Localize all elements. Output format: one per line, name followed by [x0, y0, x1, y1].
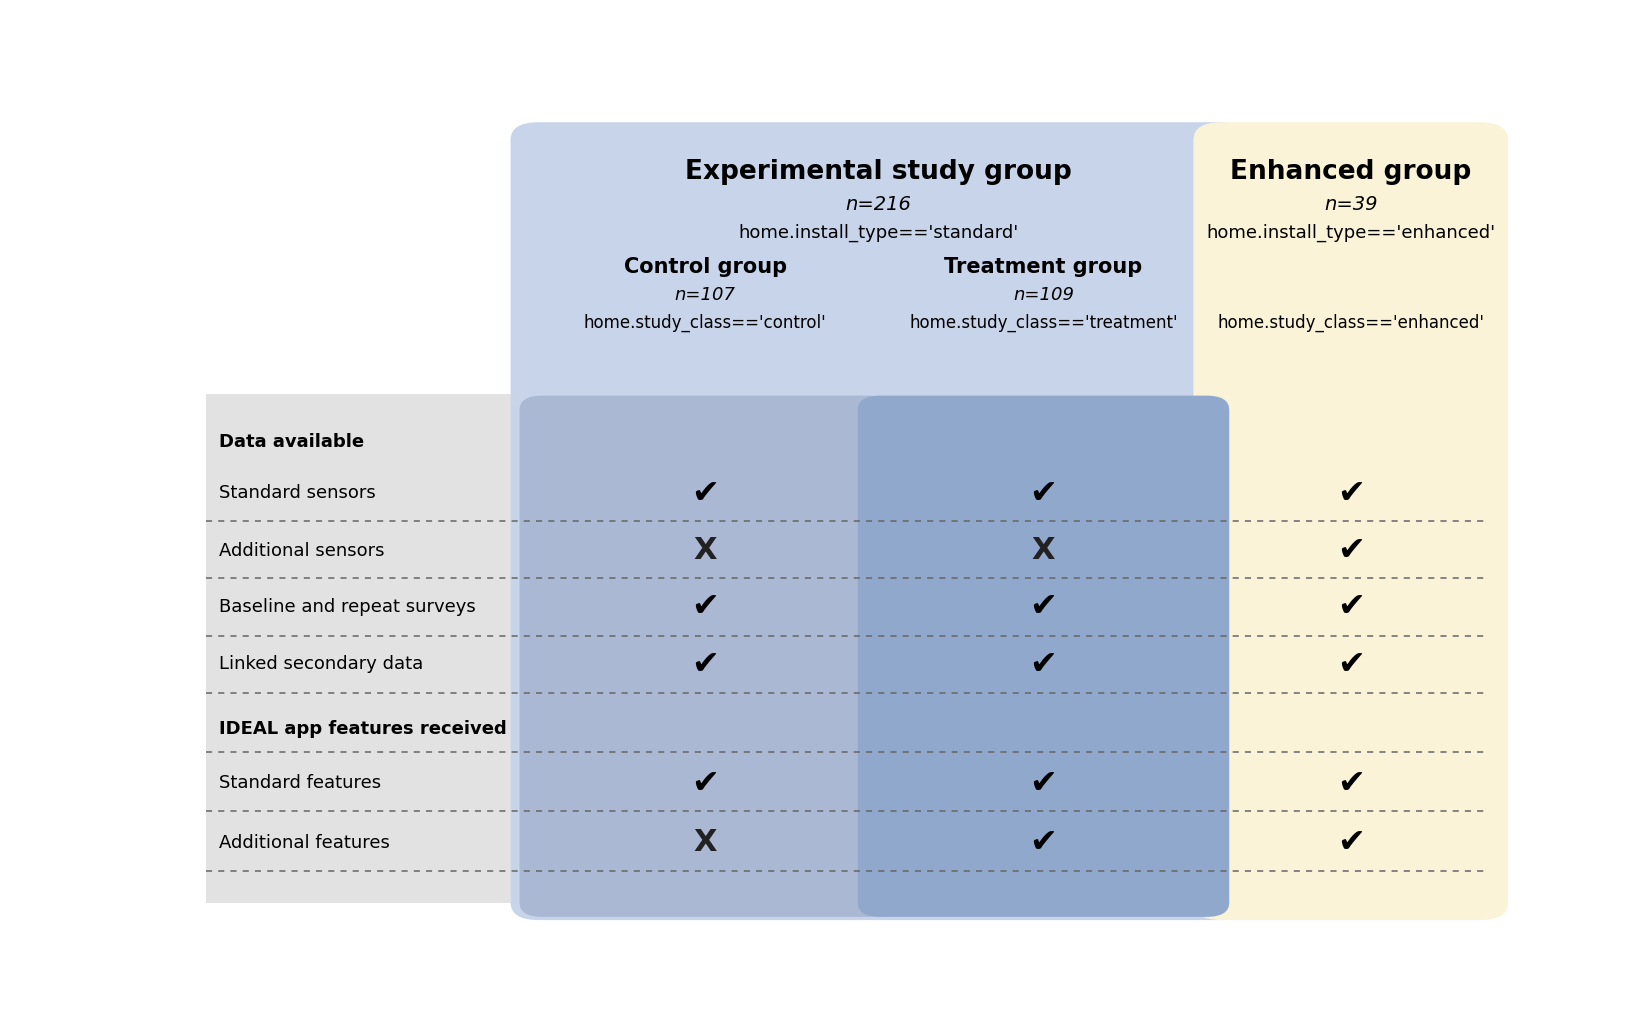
- Text: Additional features: Additional features: [219, 834, 389, 852]
- Text: Data available: Data available: [219, 432, 365, 451]
- Text: ✔: ✔: [691, 767, 719, 800]
- FancyBboxPatch shape: [1193, 122, 1508, 921]
- Text: Control group: Control group: [624, 257, 787, 277]
- Text: n=39: n=39: [1323, 195, 1378, 215]
- Text: ✔: ✔: [1030, 477, 1058, 510]
- Text: home.study_class=='control': home.study_class=='control': [584, 314, 827, 331]
- Text: home.install_type=='standard': home.install_type=='standard': [738, 224, 1018, 241]
- Text: home.study_class=='treatment': home.study_class=='treatment': [909, 314, 1178, 331]
- FancyBboxPatch shape: [510, 122, 1246, 921]
- Text: ✔: ✔: [1336, 590, 1365, 623]
- Text: ✔: ✔: [1030, 590, 1058, 623]
- Bar: [206, 394, 544, 903]
- Text: n=107: n=107: [675, 287, 736, 304]
- Text: n=216: n=216: [845, 195, 911, 215]
- Text: Treatment group: Treatment group: [944, 257, 1143, 277]
- Text: X: X: [693, 829, 718, 858]
- Text: home.study_class=='enhanced': home.study_class=='enhanced': [1218, 314, 1485, 331]
- Text: Enhanced group: Enhanced group: [1231, 159, 1472, 185]
- Text: Standard sensors: Standard sensors: [219, 484, 376, 503]
- Text: ✔: ✔: [1336, 648, 1365, 681]
- Text: X: X: [693, 536, 718, 566]
- Text: ✔: ✔: [1030, 767, 1058, 800]
- Text: Linked secondary data: Linked secondary data: [219, 655, 424, 673]
- Text: ✔: ✔: [1030, 648, 1058, 681]
- Text: n=109: n=109: [1013, 287, 1074, 304]
- Text: ✔: ✔: [1336, 827, 1365, 860]
- FancyBboxPatch shape: [858, 395, 1229, 916]
- Text: ✔: ✔: [1030, 827, 1058, 860]
- Text: ✔: ✔: [1336, 477, 1365, 510]
- Text: Additional sensors: Additional sensors: [219, 542, 384, 559]
- Text: ✔: ✔: [691, 590, 719, 623]
- Text: ✔: ✔: [691, 477, 719, 510]
- Text: Standard features: Standard features: [219, 774, 381, 793]
- Text: Experimental study group: Experimental study group: [685, 159, 1071, 185]
- FancyBboxPatch shape: [520, 395, 891, 916]
- Text: X: X: [1031, 536, 1056, 566]
- Text: home.install_type=='enhanced': home.install_type=='enhanced': [1206, 224, 1495, 241]
- Text: IDEAL app features received: IDEAL app features received: [219, 720, 507, 738]
- Text: ✔: ✔: [1336, 535, 1365, 567]
- Text: ✔: ✔: [1336, 767, 1365, 800]
- Text: ✔: ✔: [691, 648, 719, 681]
- Text: Baseline and repeat surveys: Baseline and repeat surveys: [219, 598, 475, 616]
